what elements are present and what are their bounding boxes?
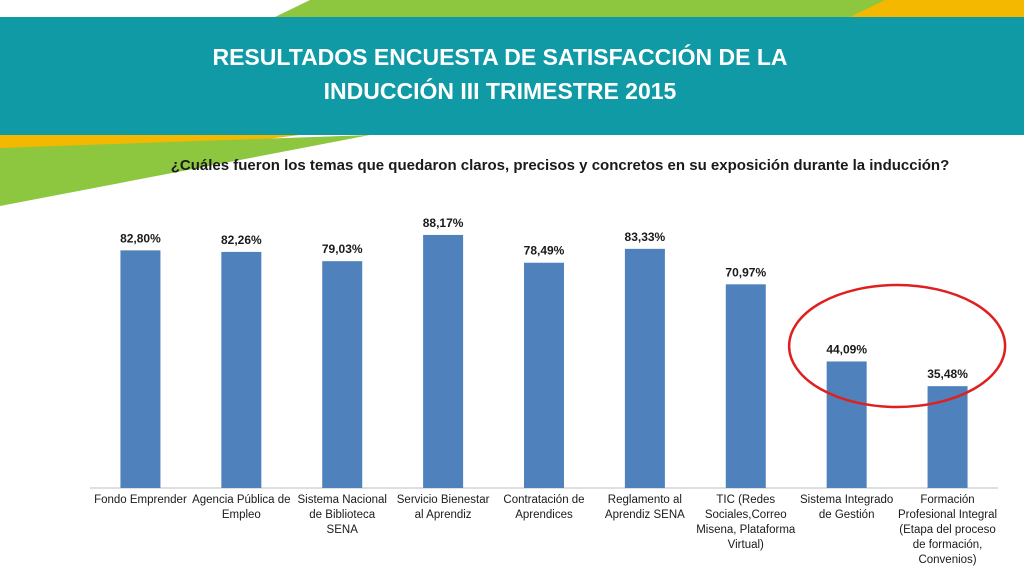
category-label-7: TIC (Redes Sociales,Correo Misena, Plata… — [696, 494, 796, 551]
bar-9 — [927, 386, 968, 488]
bar-3 — [322, 261, 363, 488]
page-title: RESULTADOS ENCUESTA DE SATISFACCIÓN DE L… — [212, 44, 788, 104]
top-yellow-stripe — [850, 0, 1024, 17]
left-green-stripe — [0, 135, 370, 206]
data-label-7: 70,97% — [725, 265, 766, 279]
bar-6 — [624, 248, 665, 488]
data-label-8: 44,09% — [826, 342, 867, 356]
top-green-stripe — [275, 0, 1024, 17]
header-band — [0, 17, 1024, 135]
highlight-ellipse — [787, 283, 1007, 409]
data-label-1: 82,80% — [120, 231, 161, 245]
bar-7 — [725, 284, 766, 488]
bar-8 — [826, 361, 867, 488]
chart-title: ¿Cuáles fueron los temas que quedaron cl… — [170, 157, 950, 174]
category-label-5: Contratación de Aprendices — [503, 494, 585, 521]
bar-2 — [221, 251, 262, 488]
category-label-8: Sistema Integrado de Gestión — [799, 494, 894, 521]
bar-1 — [120, 250, 161, 488]
category-label-9: Formación Profesional Integral (Etapa de… — [898, 494, 998, 566]
category-label-6: Reglamento al Aprendiz SENA — [604, 494, 685, 521]
data-label-5: 78,49% — [524, 244, 565, 258]
bar-4 — [423, 234, 464, 488]
category-label-3: Sistema Nacional de Biblioteca SENA — [297, 494, 387, 536]
category-label-1: Fondo Emprender — [94, 494, 187, 506]
category-label-4: Servicio Bienestar al Aprendiz — [396, 494, 490, 521]
data-label-4: 88,17% — [423, 216, 464, 230]
data-label-2: 82,26% — [221, 233, 262, 247]
data-label-6: 83,33% — [625, 230, 666, 244]
data-label-3: 79,03% — [322, 242, 363, 256]
data-label-9: 35,48% — [927, 367, 968, 381]
category-label-2: Agencia Pública de Empleo — [192, 494, 291, 521]
bar-5 — [524, 262, 564, 488]
